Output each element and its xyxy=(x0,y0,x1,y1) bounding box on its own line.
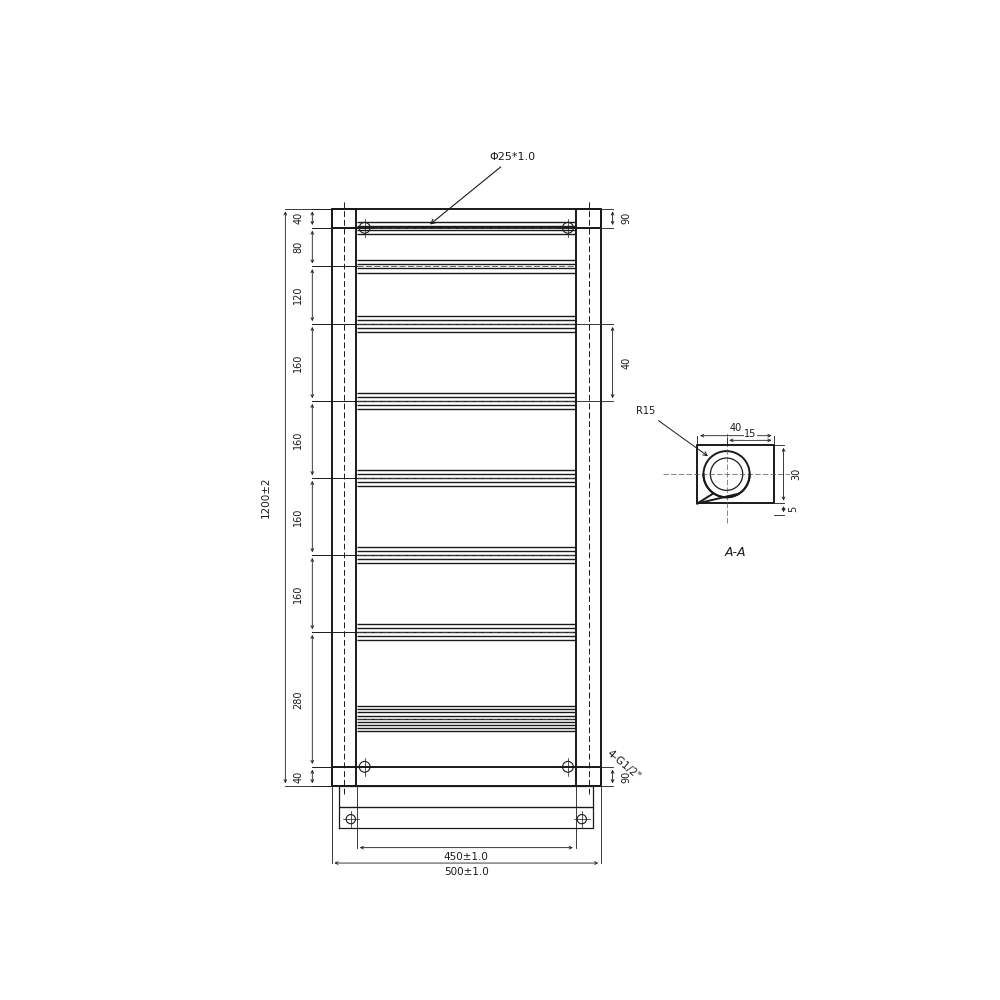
Text: 40: 40 xyxy=(293,212,303,224)
Text: 5: 5 xyxy=(789,506,799,512)
Text: 1200±2: 1200±2 xyxy=(261,477,271,518)
Text: 90: 90 xyxy=(621,770,631,783)
Text: A-A: A-A xyxy=(725,546,747,559)
Text: 500±1.0: 500±1.0 xyxy=(444,867,489,877)
Text: 160: 160 xyxy=(293,430,303,449)
Text: Φ25*1.0: Φ25*1.0 xyxy=(431,152,536,224)
Text: 160: 160 xyxy=(293,507,303,526)
Text: 40: 40 xyxy=(730,423,742,433)
Text: 90: 90 xyxy=(621,212,631,224)
Text: 30: 30 xyxy=(791,468,801,480)
Text: 15: 15 xyxy=(744,429,757,439)
Text: 4-G1/2": 4-G1/2" xyxy=(605,749,642,782)
Text: 40: 40 xyxy=(293,770,303,783)
Text: R15: R15 xyxy=(636,406,707,456)
Text: 160: 160 xyxy=(293,584,303,603)
Text: 80: 80 xyxy=(293,241,303,253)
Text: 120: 120 xyxy=(293,286,303,304)
Text: 450±1.0: 450±1.0 xyxy=(444,852,489,862)
Text: 160: 160 xyxy=(293,353,303,372)
Text: 40: 40 xyxy=(621,356,631,369)
Text: 280: 280 xyxy=(293,690,303,709)
